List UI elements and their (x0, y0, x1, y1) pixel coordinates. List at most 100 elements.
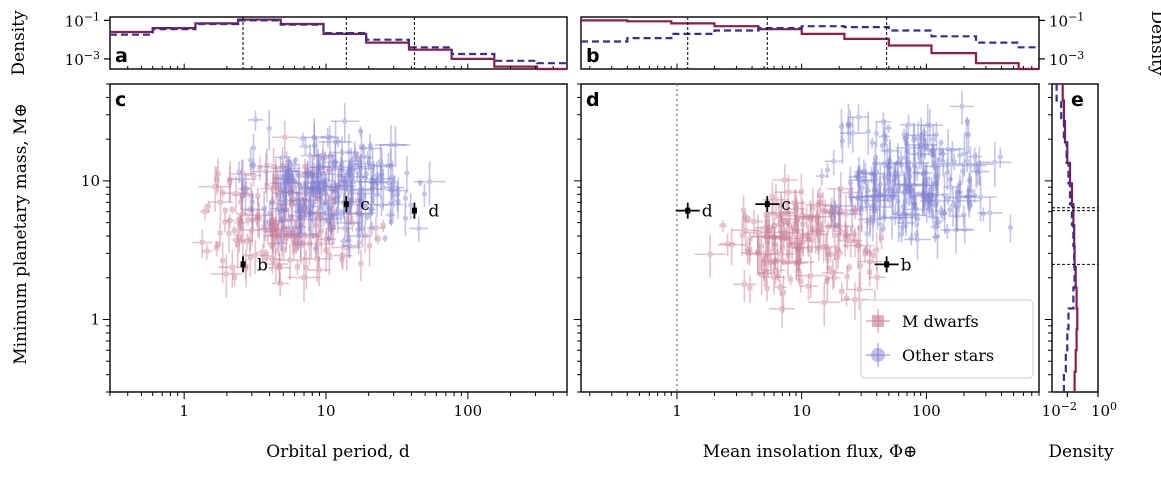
other-star-point (377, 144, 384, 183)
other-star-point (316, 153, 322, 198)
other-star-point (307, 170, 327, 198)
m-dwarf-point (805, 229, 811, 252)
other-star-point (895, 149, 901, 180)
m-dwarf-point (263, 220, 288, 254)
m-dwarf-point (330, 213, 336, 245)
other-star-point (961, 134, 968, 177)
other-star-point (269, 197, 275, 210)
m-dwarf-point (796, 251, 802, 272)
other-star-point (391, 176, 397, 188)
panel-a-ylabel: Density (9, 10, 29, 76)
other-star-point (340, 147, 363, 178)
other-star-point (315, 148, 321, 193)
m-dwarf-point (199, 204, 211, 220)
planet-b-marker (240, 256, 246, 273)
other-star-point (927, 194, 933, 215)
m-dwarf-point (230, 159, 255, 192)
other-star-point (847, 109, 853, 144)
other-star-point (938, 147, 944, 157)
m-dwarf-point (798, 271, 804, 293)
other-star-point (960, 162, 966, 183)
m-dwarf-point (268, 217, 274, 238)
other-star-point (892, 203, 898, 225)
other-star-point (921, 181, 928, 217)
m-dwarf-point (235, 223, 241, 269)
m-dwarf-point (198, 166, 232, 212)
other-star-point (357, 126, 364, 137)
other-star-point (881, 183, 887, 209)
panel-c-ytick-label: 10 (81, 172, 100, 190)
other-star-point (933, 195, 939, 213)
m-dwarf-point (283, 225, 289, 254)
other-star-point (300, 198, 306, 213)
other-star-point (859, 181, 890, 224)
other-star-point (421, 183, 428, 207)
other-star-point (895, 132, 921, 167)
other-star-point (881, 209, 887, 227)
other-star-point (365, 213, 371, 221)
other-star-point (249, 161, 255, 171)
panel-b-ylabel: Density (1147, 10, 1161, 76)
planet-b-label: b (901, 255, 912, 275)
other-star-point (848, 182, 873, 216)
m-dwarf-point (759, 257, 765, 295)
m-dwarf-point (295, 241, 301, 252)
other-star-point (274, 166, 295, 194)
m-dwarf-point (284, 228, 290, 245)
m-dwarf-point (744, 240, 750, 265)
other-star-point (356, 166, 363, 183)
panel-e-xlabel: Density (1048, 442, 1114, 462)
m-dwarf-point (316, 152, 343, 189)
other-star-point (966, 172, 972, 213)
m-dwarf-point (281, 239, 287, 261)
m-dwarf-point (773, 214, 790, 236)
m-dwarf-point (778, 212, 784, 223)
other-star-point (274, 201, 290, 223)
other-star-point (318, 189, 324, 200)
m-dwarf-point (862, 246, 868, 263)
m-dwarf-point (794, 209, 800, 233)
other-star-point (859, 169, 865, 211)
other-star-point (824, 162, 831, 179)
other-star-point (977, 197, 1003, 232)
other-star-point (277, 180, 295, 204)
m-dwarf-point (829, 201, 840, 214)
other-star-point (924, 177, 930, 223)
other-star-point (292, 156, 299, 164)
m-dwarf-point (851, 229, 857, 242)
m-dwarf-point (796, 262, 802, 281)
m-dwarf-point (362, 221, 368, 253)
other-star-point (902, 133, 909, 144)
other-star-point (877, 186, 883, 203)
m-dwarf-point (273, 159, 279, 198)
other-star-point (872, 171, 878, 213)
other-star-point (379, 168, 385, 183)
m-dwarf-point (762, 224, 782, 252)
other-star-point (929, 176, 935, 216)
other-star-point (914, 176, 945, 217)
m-dwarf-point (774, 279, 787, 297)
other-star-point (873, 121, 880, 148)
m-dwarf-point (783, 227, 789, 240)
m-dwarf-point (294, 194, 305, 208)
m-dwarf-point (768, 292, 795, 329)
other-star-point (283, 173, 298, 193)
m-dwarf-point (326, 223, 336, 236)
other-star-point (905, 124, 938, 170)
other-star-point (901, 128, 907, 142)
other-star-point (945, 140, 960, 161)
other-star-point (882, 119, 888, 154)
other-star-point (824, 149, 843, 175)
m-dwarf-point (842, 182, 859, 206)
m-dwarf-point (818, 222, 824, 237)
other-star-point (270, 197, 289, 223)
other-star-point (251, 161, 257, 170)
m-dwarf-point (825, 221, 831, 234)
m-dwarf-point (345, 190, 351, 237)
m-dwarf-point (751, 215, 785, 262)
m-dwarf-point (745, 215, 752, 224)
m-dwarf-point (789, 235, 804, 254)
m-dwarf-point (316, 211, 324, 222)
m-dwarf-point (355, 192, 361, 211)
other-star-point (906, 149, 912, 195)
